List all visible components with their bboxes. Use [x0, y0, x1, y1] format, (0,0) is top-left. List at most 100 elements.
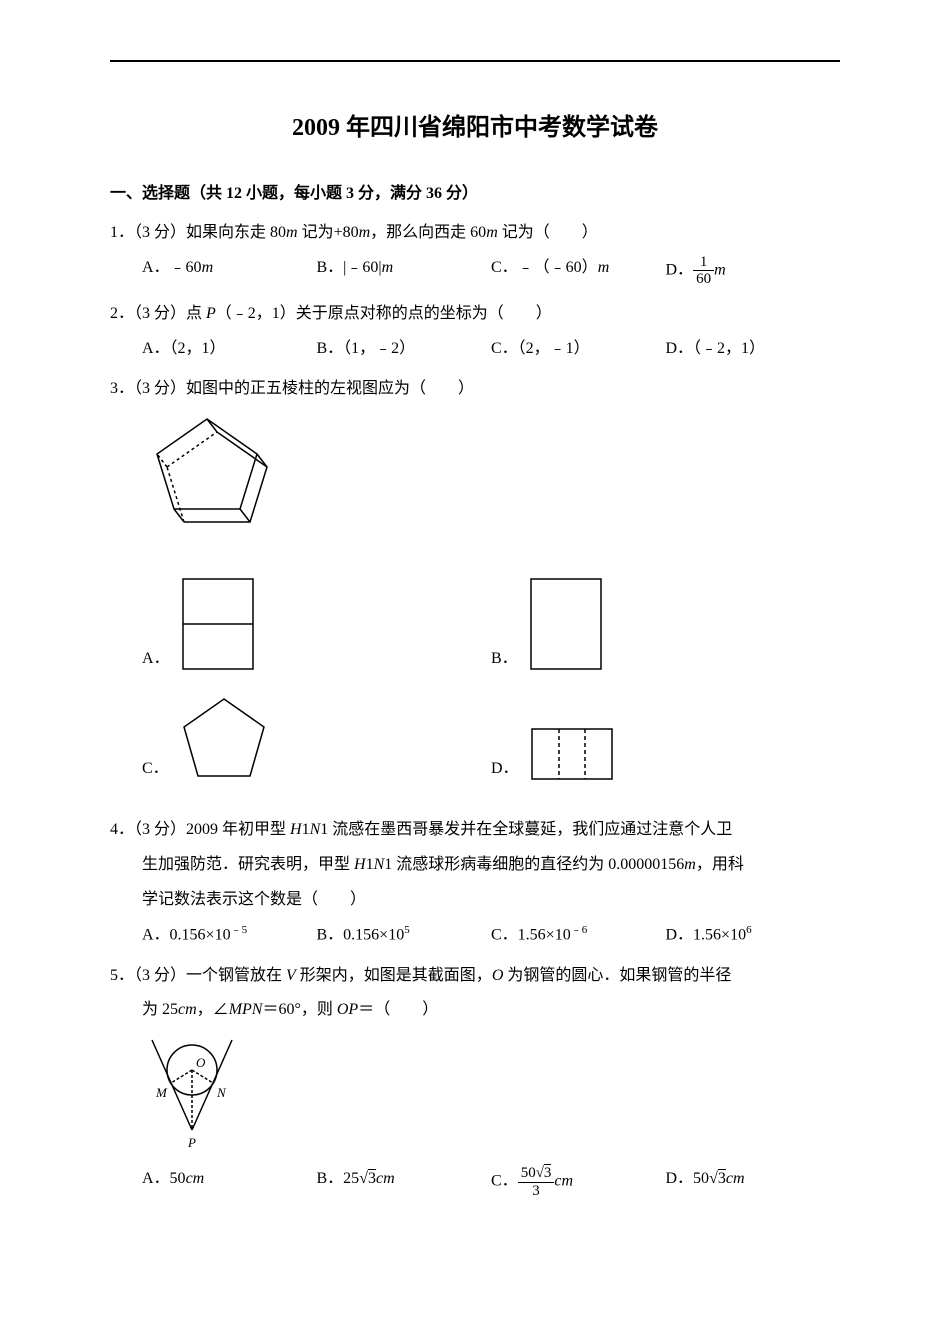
q4-N2: N: [374, 856, 385, 873]
q5-optB-rad: 3: [368, 1169, 376, 1187]
q4-optB-text: B．0.156×10: [317, 926, 405, 943]
label-M: M: [155, 1085, 168, 1100]
q1-optD-label: D．: [666, 261, 694, 278]
q5-line2: 为 25cm，∠MPN＝60°，则 OP＝（ ）: [110, 996, 840, 1025]
q2-part2: （﹣2，1）关于原点对称的点的坐标为（ ）: [216, 305, 552, 322]
q1-optA-text: A．﹣60: [142, 259, 202, 276]
q5-optA-text: A．50: [142, 1170, 186, 1187]
q4-1b: 1: [366, 856, 374, 873]
q4-H2: H: [354, 856, 366, 873]
q4-1a: 1: [302, 821, 310, 838]
q4-optD-exp: 6: [746, 924, 752, 936]
q5-t2: 为 25: [142, 1001, 178, 1018]
q4-optC: C．1.56×10﹣6: [491, 921, 666, 950]
q4-optC-exp: ﹣6: [571, 924, 588, 936]
header-rule: [110, 60, 840, 62]
q1-optB-text: B．|﹣60|: [317, 259, 382, 276]
q1-part2: 记为+80: [298, 224, 359, 241]
q5-OP: OP: [337, 1001, 358, 1018]
q1-options: A．﹣60m B．|﹣60|m C．﹣（﹣60）m D．160m: [110, 254, 840, 288]
q1-optA-m: m: [202, 259, 214, 276]
q3-optB: B．: [491, 574, 840, 674]
label-O: O: [196, 1055, 206, 1070]
q3-optC-icon: [177, 694, 272, 784]
q4-optD: D．1.56×106: [666, 921, 841, 950]
q1-part4: 记为（ ）: [498, 224, 598, 241]
q5-O: O: [492, 967, 504, 984]
q5-t2b: ，∠: [197, 1001, 229, 1018]
q1-optB: B．|﹣60|m: [317, 254, 492, 288]
q2-P: P: [206, 305, 216, 322]
question-2: 2．（3 分）点 P（﹣2，1）关于原点对称的点的坐标为（ ） A．（2，1） …: [110, 300, 840, 364]
q4-optC-text: C．1.56×10: [491, 926, 571, 943]
q3-optD-icon: [527, 724, 617, 784]
q5-t2c: ＝60°，则: [262, 1001, 336, 1018]
q1-optC-text: C．﹣（﹣60）: [491, 259, 598, 276]
q5-t2d: ＝（ ）: [358, 1001, 438, 1018]
q3-optD-label: D．: [491, 755, 519, 784]
q5-optB-pre: B．25: [317, 1170, 360, 1187]
q5-V: V: [286, 967, 296, 984]
q4-line1: 4．（3 分）2009 年初甲型 H1N1 流感在墨西哥暴发并在全球蔓延，我们应…: [110, 816, 840, 845]
q4-t1: 4．（3 分）2009 年初甲型: [110, 821, 290, 838]
q5-optC-rad: 3: [544, 1164, 552, 1181]
q5-optC-num: 50√3: [518, 1165, 555, 1183]
q3-main-figure: [110, 414, 840, 564]
q3-optD: D．: [491, 694, 840, 784]
q5-optD-pre: D．50: [666, 1170, 710, 1187]
q5-optD-rad: 3: [718, 1169, 726, 1187]
q3-optC: C．: [142, 694, 491, 784]
q5-optD: D．50√3cm: [666, 1165, 841, 1199]
q1-optA: A．﹣60m: [142, 254, 317, 288]
q5-t1b: 形架内，如图是其截面图，: [296, 967, 492, 984]
exam-title: 2009 年四川省绵阳市中考数学试卷: [110, 107, 840, 150]
question-1: 1．（3 分）如果向东走 80m 记为+80m，那么向西走 60m 记为（ ） …: [110, 219, 840, 288]
label-N: N: [216, 1085, 227, 1100]
q4-optB: B．0.156×105: [317, 921, 492, 950]
q5-optC-cm: cm: [554, 1173, 573, 1190]
q4-optB-exp: 5: [404, 924, 410, 936]
q5-optB: B．25√3cm: [317, 1165, 492, 1199]
q1-part3: ，那么向西走 60: [370, 224, 486, 241]
q2-optD: D．（﹣2，1）: [666, 335, 841, 364]
q5-optC-num1: 50: [521, 1165, 536, 1181]
q2-optB: B．（1，﹣2）: [317, 335, 492, 364]
q3-options: A． B． C． D．: [110, 574, 840, 804]
q2-text: 2．（3 分）点 P（﹣2，1）关于原点对称的点的坐标为（ ）: [110, 300, 840, 329]
q5-optD-cm: cm: [726, 1170, 745, 1187]
q5-optA-cm: cm: [186, 1170, 205, 1187]
q4-t2: 生加强防范．研究表明，甲型: [142, 856, 354, 873]
q4-optA-text: A．0.156×10: [142, 926, 231, 943]
q5-figure: O M N P: [110, 1035, 840, 1155]
q4-line2: 生加强防范．研究表明，甲型 H1N1 流感球形病毒细胞的直径约为 0.00000…: [110, 851, 840, 880]
q5-MPN: MPN: [229, 1001, 263, 1018]
q5-optB-sqrt: √: [359, 1170, 368, 1187]
q4-optD-text: D．1.56×10: [666, 926, 747, 943]
q3-optA: A．: [142, 574, 491, 674]
q5-line1: 5．（3 分）一个钢管放在 V 形架内，如图是其截面图，O 为钢管的圆心．如果钢…: [110, 962, 840, 991]
q1-m1: m: [286, 224, 298, 241]
q4-options: A．0.156×10﹣5 B．0.156×105 C．1.56×10﹣6 D．1…: [110, 921, 840, 950]
q5-optD-sqrt: √: [709, 1170, 718, 1187]
q4-optA: A．0.156×10﹣5: [142, 921, 317, 950]
q1-part1: 1．（3 分）如果向东走 80: [110, 224, 286, 241]
q3-optB-label: B．: [491, 645, 518, 674]
q1-optD-m: m: [714, 261, 726, 278]
q4-t1b: 1 流感在墨西哥暴发并在全球蔓延，我们应通过注意个人卫: [320, 821, 732, 838]
q1-m3: m: [486, 224, 498, 241]
q1-optB-m: m: [382, 259, 394, 276]
q5-cm: cm: [178, 1001, 197, 1018]
q5-optA: A．50cm: [142, 1165, 317, 1199]
q4-N: N: [310, 821, 321, 838]
q1-optD-den: 60: [693, 271, 714, 288]
q3-optB-icon: [526, 574, 606, 674]
q2-optC: C．（2，﹣1）: [491, 335, 666, 364]
question-4: 4．（3 分）2009 年初甲型 H1N1 流感在墨西哥暴发并在全球蔓延，我们应…: [110, 816, 840, 950]
q2-options: A．（2，1） B．（1，﹣2） C．（2，﹣1） D．（﹣2，1）: [110, 335, 840, 364]
q5-optC-den: 3: [518, 1183, 555, 1200]
q5-optC-frac: 50√33: [518, 1165, 555, 1199]
label-P: P: [187, 1135, 196, 1150]
q2-optA: A．（2，1）: [142, 335, 317, 364]
q1-optD-frac: 160: [693, 254, 714, 288]
q1-optC-m: m: [598, 259, 610, 276]
